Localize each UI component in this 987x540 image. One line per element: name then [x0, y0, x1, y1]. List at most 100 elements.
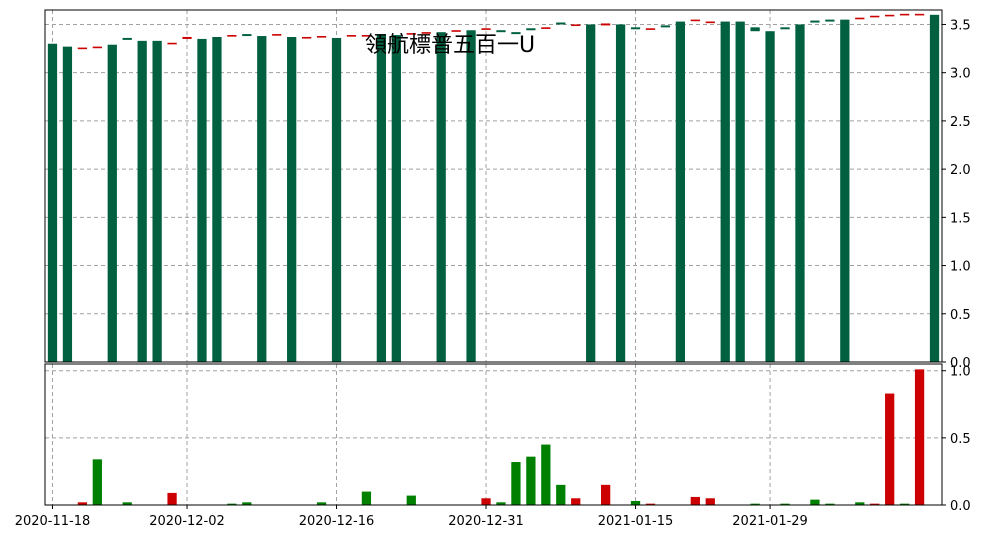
volume-bar — [645, 503, 656, 505]
price-candle — [586, 24, 596, 362]
x-tick-label: 2020-12-16 — [299, 514, 375, 529]
price-candle — [630, 27, 641, 30]
volume-bar — [810, 499, 820, 505]
volume-bar — [77, 502, 88, 505]
price-candle — [870, 15, 880, 18]
price-y-tick-label: 2.0 — [950, 163, 971, 178]
price-candle — [47, 43, 58, 363]
price-candle — [840, 19, 850, 363]
price-candle — [346, 35, 357, 37]
price-candle — [137, 40, 147, 362]
volume-y-tick-label: 0.5 — [950, 432, 971, 447]
price-candle — [481, 28, 491, 30]
volume-bar — [406, 495, 416, 505]
price-candle — [227, 35, 237, 37]
volume-bar — [316, 502, 327, 505]
price-candle — [77, 47, 88, 50]
price-candle — [600, 23, 611, 26]
price-candle — [645, 28, 656, 30]
price-candle — [899, 13, 910, 16]
volume-bar — [511, 462, 521, 505]
volume-bar — [630, 500, 641, 505]
price-candle — [197, 38, 207, 362]
price-candle — [914, 13, 925, 16]
price-candle — [750, 27, 760, 32]
price-candle — [92, 46, 102, 49]
volume-bar — [600, 484, 611, 505]
price-candle — [526, 28, 536, 31]
volume-bar — [690, 496, 700, 505]
volume-bar — [242, 502, 252, 505]
price-candle — [795, 24, 805, 362]
price-candle — [212, 37, 222, 362]
price-candle — [436, 32, 446, 363]
price-candle — [466, 30, 476, 363]
x-tick-label: 2020-11-18 — [15, 514, 91, 529]
price-candle — [152, 40, 162, 362]
price-candle — [451, 30, 461, 32]
price-candle — [122, 37, 132, 40]
price-candle — [810, 20, 820, 23]
price-candle — [287, 37, 297, 362]
volume-bar — [825, 503, 835, 505]
price-candle — [376, 34, 387, 362]
volume-bar — [496, 502, 506, 505]
volume-bar — [705, 498, 715, 505]
price-candle — [511, 32, 521, 35]
price-candle — [331, 37, 342, 362]
price-candle — [272, 34, 282, 36]
volume-bar — [914, 369, 925, 505]
volume-bar — [167, 492, 177, 505]
price-candle — [406, 33, 416, 35]
x-tick-label: 2020-12-02 — [149, 514, 225, 529]
volume-bar — [750, 503, 760, 505]
price-candle — [825, 19, 835, 22]
price-candle — [929, 14, 940, 362]
price-candle — [556, 22, 566, 25]
price-candle — [735, 21, 745, 363]
price-y-tick-label: 2.5 — [950, 115, 971, 130]
price-y-tick-label: 0.0 — [950, 356, 971, 371]
volume-panel-frame — [44, 363, 943, 506]
price-y-tick-label: 1.5 — [950, 211, 971, 226]
price-candle — [765, 31, 775, 363]
volume-bar — [92, 459, 102, 505]
price-y-tick-label: 0.5 — [950, 308, 971, 323]
x-tick-label: 2021-01-29 — [732, 514, 808, 529]
price-candle — [301, 36, 312, 39]
price-candle — [885, 14, 895, 17]
price-candle — [615, 24, 626, 362]
volume-bar — [780, 503, 790, 505]
volume-bar — [361, 491, 372, 505]
price-candle — [541, 27, 551, 29]
volume-y-tick-label: 1.0 — [950, 365, 971, 380]
price-candle — [62, 46, 73, 362]
x-tick-label: 2021-01-15 — [598, 514, 674, 529]
price-y-tick-label: 3.0 — [950, 67, 971, 82]
volume-bar — [122, 502, 132, 505]
volume-bar — [899, 503, 910, 505]
price-candle — [675, 21, 686, 363]
price-candle — [391, 35, 401, 362]
price-candle — [705, 21, 715, 24]
price-candle — [720, 21, 730, 363]
price-candle — [361, 35, 372, 37]
price-candle — [660, 25, 671, 28]
price-candle — [855, 17, 865, 20]
volume-bar — [526, 456, 536, 505]
volume-bar — [855, 502, 865, 505]
price-candle — [690, 19, 700, 22]
chart-title: 領航標普五百一U — [365, 33, 535, 58]
price-candle — [571, 24, 581, 27]
price-candle — [167, 42, 177, 45]
volume-bar — [481, 498, 491, 505]
price-y-tick-label: 3.5 — [950, 18, 971, 33]
price-candle — [316, 36, 327, 38]
volume-bar — [227, 503, 237, 505]
volume-y-tick-label: 0.0 — [950, 499, 971, 514]
price-candle — [496, 30, 506, 33]
price-panel-frame — [44, 9, 943, 363]
volume-bar — [885, 393, 895, 505]
price-candle — [107, 44, 117, 363]
